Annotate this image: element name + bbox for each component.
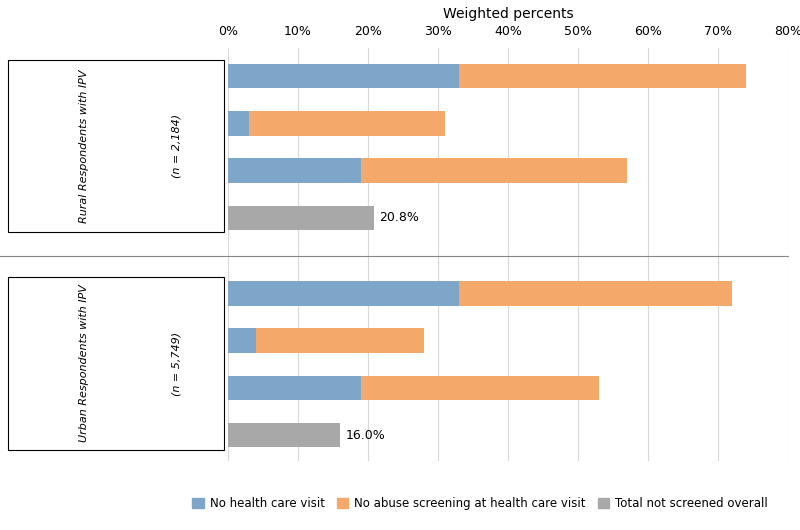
Bar [228,281,459,306]
Bar [256,329,424,353]
Bar [228,329,256,353]
Bar [361,376,599,400]
Bar [361,158,627,183]
Text: (n = 5,749): (n = 5,749) [171,331,182,395]
Text: 20.8%: 20.8% [379,211,419,224]
Text: 16.0%: 16.0% [346,429,386,441]
X-axis label: Weighted percents: Weighted percents [442,7,574,21]
Bar [459,64,746,89]
Bar [228,206,374,230]
Text: (n = 2,184): (n = 2,184) [171,114,182,178]
Bar [228,111,249,136]
Bar [228,158,361,183]
Bar [228,423,340,447]
Bar [228,64,459,89]
Bar [228,376,361,400]
Text: Rural Respondents with IPV: Rural Respondents with IPV [78,69,89,223]
Text: Urban Respondents with IPV: Urban Respondents with IPV [78,285,89,443]
Legend: No health care visit, No abuse screening at health care visit, Total not screene: No health care visit, No abuse screening… [187,493,773,515]
Bar [459,281,732,306]
Bar [249,111,445,136]
